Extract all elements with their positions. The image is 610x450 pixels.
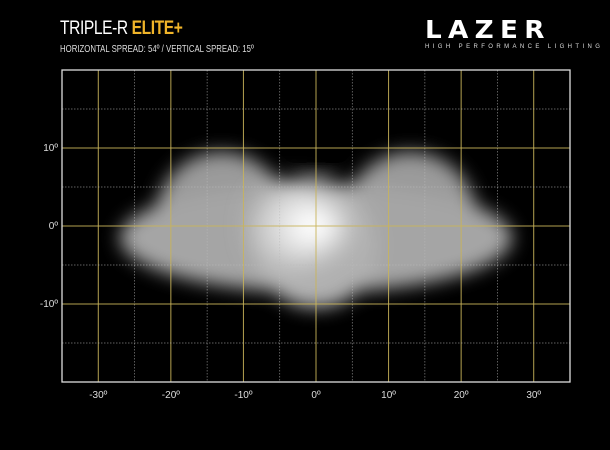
x-tick-label: 20º [454, 390, 469, 401]
x-tick-label: -30º [89, 390, 107, 401]
logo-tagline: HIGH PERFORMANCE LIGHTING [425, 44, 604, 50]
x-tick-label: -20º [162, 390, 180, 401]
x-tick-label: 10º [381, 390, 396, 401]
title-accent: ELITE+ [131, 18, 183, 39]
logo-word: LAZER [425, 15, 551, 44]
x-tick-label: 0º [311, 390, 321, 401]
lazer-logo: LAZER HIGH PERFORMANCE LIGHTING [425, 17, 604, 50]
x-tick-label: 30º [526, 390, 541, 401]
plot-frame [61, 69, 571, 383]
product-title: TRIPLE-R ELITE+ [60, 18, 183, 40]
y-tick-label: 0º [49, 221, 59, 232]
spread-subtitle: HORIZONTAL SPREAD: 54º / VERTICAL SPREAD… [60, 44, 254, 55]
y-tick-label: 10º [43, 143, 58, 154]
title-main: TRIPLE-R [60, 18, 132, 39]
x-tick-label: -10º [234, 390, 252, 401]
y-tick-label: -10º [40, 299, 58, 310]
